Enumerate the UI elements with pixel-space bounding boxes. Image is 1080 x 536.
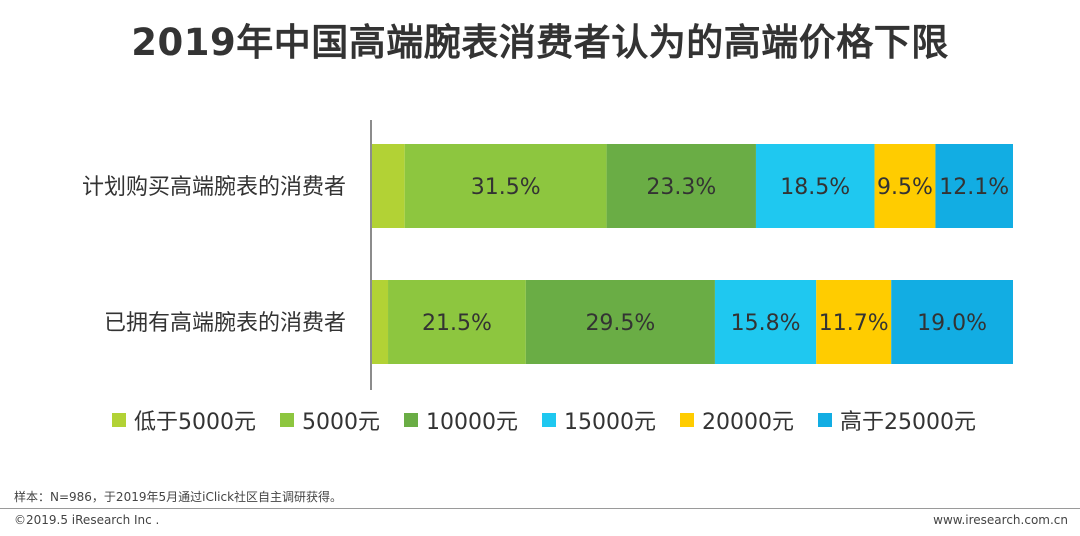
chart-title: 2019年中国高端腕表消费者认为的高端价格下限 <box>131 21 949 64</box>
legend-item: 10000元 <box>404 404 518 436</box>
data-label: 15.8% <box>731 311 801 336</box>
legend-item: 15000元 <box>542 404 656 436</box>
legend-swatch <box>112 413 126 427</box>
footer-divider <box>0 508 1080 509</box>
bar-segment <box>891 280 1013 364</box>
bar-segment <box>606 144 756 228</box>
legend-label: 15000元 <box>564 410 656 435</box>
data-label: 9.5% <box>877 175 933 200</box>
category-label: 计划购买高端腕表的消费者 <box>82 175 346 200</box>
bar-segment <box>388 280 526 364</box>
bar-segment <box>372 280 389 364</box>
legend-swatch <box>280 413 294 427</box>
bar-segment <box>935 144 1013 228</box>
chart-legend: 低于5000元 5000元 10000元 15000元 20000元 高于25000元 <box>112 402 1012 438</box>
legend-item: 高于25000元 <box>818 404 976 436</box>
bar-segment <box>714 280 817 364</box>
data-label: 11.7% <box>819 311 889 336</box>
sample-footnote: 样本：N=986，于2019年5月通过iClick社区自主调研获得。 <box>14 490 343 504</box>
bar-segment <box>755 144 875 228</box>
legend-label: 高于25000元 <box>840 410 976 435</box>
legend-label: 低于5000元 <box>134 410 256 435</box>
legend-item: 低于5000元 <box>112 404 256 436</box>
bar-segment <box>816 280 892 364</box>
legend-item: 20000元 <box>680 404 794 436</box>
data-label: 19.0% <box>917 311 987 336</box>
category-label: 已拥有高端腕表的消费者 <box>104 311 346 336</box>
bar-segment <box>372 144 405 228</box>
bar-segment <box>874 144 936 228</box>
legend-label: 5000元 <box>302 410 380 435</box>
data-label: 21.5% <box>422 311 492 336</box>
bar-segment <box>404 144 607 228</box>
copyright-text: ©2019.5 iResearch Inc . <box>14 513 160 527</box>
legend-swatch <box>542 413 556 427</box>
legend-label: 10000元 <box>426 410 518 435</box>
data-label: 12.1% <box>939 175 1009 200</box>
data-label: 29.5% <box>585 311 655 336</box>
data-label: 18.5% <box>780 175 850 200</box>
legend-swatch <box>680 413 694 427</box>
data-label: 23.3% <box>646 175 716 200</box>
bar-segment <box>525 280 715 364</box>
legend-swatch <box>404 413 418 427</box>
legend-item: 5000元 <box>280 404 380 436</box>
legend-label: 20000元 <box>702 410 794 435</box>
legend-swatch <box>818 413 832 427</box>
data-label: 31.5% <box>471 175 541 200</box>
stacked-bar-chart: 计划购买高端腕表的消费者 31.5% 23.3% 18.5% 9.5% 12.1% 已拥有高… <box>82 120 1013 390</box>
website-url: www.iresearch.com.cn <box>933 513 1068 527</box>
